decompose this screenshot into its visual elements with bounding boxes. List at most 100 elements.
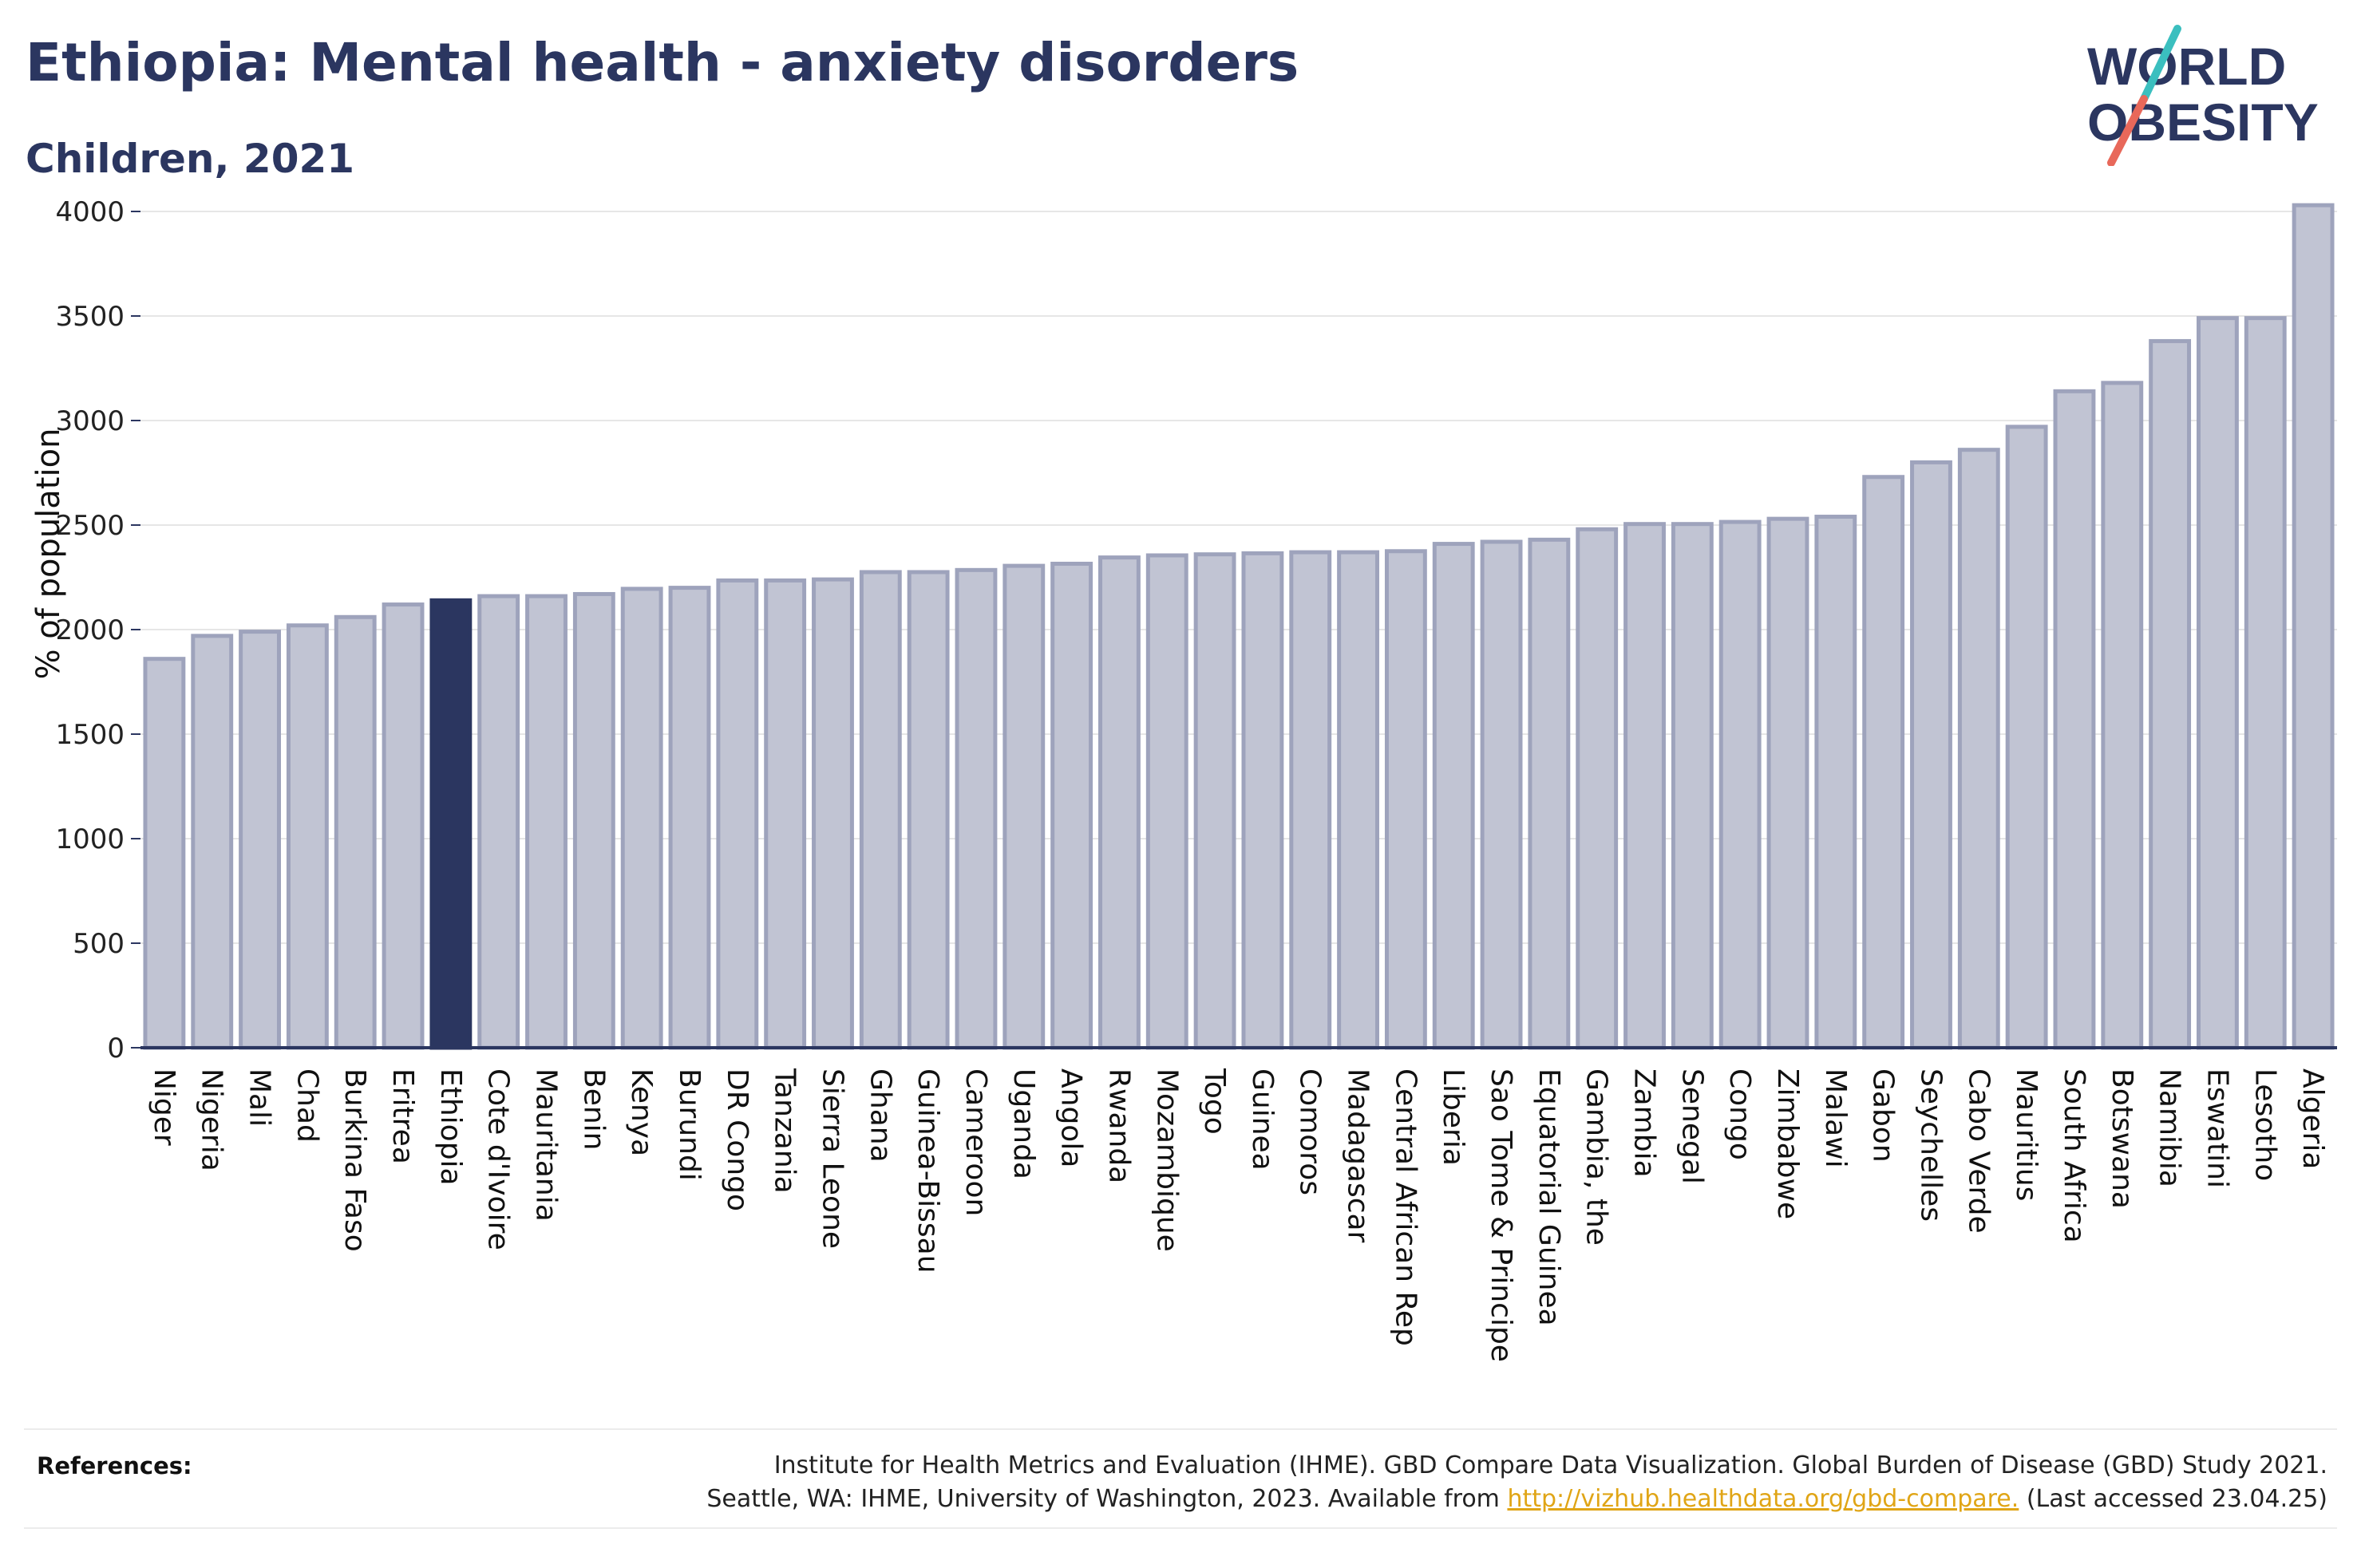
x-tick-label: Equatorial Guinea [1532,1068,1565,1326]
bar [2101,381,2144,1050]
bar [239,630,281,1050]
bar [812,577,854,1050]
bar [1193,552,1236,1050]
y-tick-label: 500 [73,928,125,960]
bar [1289,550,1332,1050]
reference-line-2: Seattle, WA: IHME, University of Washing… [706,1483,2327,1516]
x-tick-label: Togo [1198,1068,1231,1135]
x-tick-label: Algeria [2296,1068,2329,1170]
x-tick-label: Gambia, the [1580,1068,1613,1246]
bar [1623,522,1666,1050]
x-tick-label: Niger [148,1068,180,1146]
x-tick-label: Cameroon [959,1068,992,1216]
bar [620,587,663,1050]
bar [2005,425,2048,1050]
x-tick-label: Tanzania [769,1068,801,1194]
bar [2149,338,2192,1050]
x-tick-label: Eswatini [2201,1068,2233,1188]
bar [907,570,950,1050]
x-tick-label: Burkina Faso [338,1068,371,1252]
bar [1528,537,1571,1050]
reference-line-2-suffix: (Last accessed 23.04.25) [2019,1485,2327,1513]
bar [1003,563,1046,1050]
x-tick-label: Namibia [2153,1068,2186,1187]
bar [1145,553,1188,1050]
logo-slash-bottom [2107,95,2148,166]
x-tick-label: Sierra Leone [816,1068,848,1249]
x-tick-label: Malawi [1819,1068,1852,1168]
y-tick-label: 1000 [55,823,125,855]
x-tick-label: Lesotho [2248,1068,2281,1181]
y-tick-label: 2000 [55,614,125,646]
bar [286,623,329,1050]
bar [191,634,234,1050]
chart-title: Ethiopia: Mental health - anxiety disord… [26,32,1299,93]
reference-line-1: Institute for Health Metrics and Evaluat… [773,1451,2327,1479]
y-tick-label: 1500 [55,719,125,751]
references-panel: References: Institute for Health Metrics… [24,1428,2337,1529]
x-tick-label: DR Congo [721,1068,753,1211]
bar [382,602,425,1050]
x-tick-label: Gabon [1867,1068,1900,1163]
reference-line-2-prefix: Seattle, WA: IHME, University of Washing… [706,1485,1508,1513]
bar [1671,522,1714,1050]
bar [2292,203,2335,1050]
bar [1576,527,1619,1050]
x-tick-label: Burundi [673,1068,706,1181]
bar [764,578,807,1050]
references-label: References: [37,1452,192,1479]
bar [2197,316,2239,1050]
bar [1050,561,1093,1050]
x-tick-label: Central African Rep [1389,1068,1422,1346]
bar [477,594,520,1050]
references-text: Institute for Health Metrics and Evaluat… [706,1449,2327,1516]
bar [2244,316,2287,1050]
y-tick-label: 3000 [55,405,125,437]
bar [1480,539,1523,1050]
y-tick-label: 3500 [55,301,125,333]
chart-subtitle: Children, 2021 [26,136,355,182]
x-tick-label: Madagascar [1342,1068,1374,1243]
bar [955,567,998,1050]
bar [716,578,759,1050]
x-tick-label: Mozambique [1150,1068,1183,1252]
logo-slash-top [2140,25,2181,103]
bar-chart: 0 500 1000 1500 2000 2500 3000 3500 4000 % of pop… [30,196,2337,1362]
x-tick-label: Congo [1723,1068,1756,1160]
x-tick-label: Eritrea [386,1068,419,1164]
x-tick-label: Angola [1055,1068,1088,1167]
x-tick-label: Cabo Verde [1962,1068,1995,1234]
logo-word-world: WORLD [2087,37,2286,96]
y-axis-label: % of population [30,429,67,680]
y-tick-label: 0 [107,1033,125,1064]
x-tick-label: South Africa [2058,1068,2090,1243]
x-tick-label: Benin [577,1068,610,1150]
x-tick-label: Mali [243,1068,276,1127]
y-tick-label: 4000 [55,196,125,228]
x-tick-label: Ghana [864,1068,896,1163]
x-tick-label: Seychelles [1914,1068,1947,1222]
bar [1814,515,1857,1050]
bar [1098,555,1141,1050]
bar [1910,460,1952,1050]
bar [1957,448,2000,1050]
bar [1432,542,1475,1050]
x-tick-label: Botswana [2106,1068,2138,1209]
x-tick-label: Senegal [1675,1068,1708,1184]
bar [143,657,186,1050]
bar [334,614,377,1050]
bar [525,594,568,1050]
reference-link[interactable]: http://vizhub.healthdata.org/gbd-compare… [1507,1485,2019,1513]
x-tick-label: Rwanda [1102,1068,1135,1183]
x-tick-label: Chad [291,1068,323,1143]
bar [1766,516,1809,1050]
y-tick-label: 2500 [55,510,125,542]
bar [572,591,615,1050]
x-tick-label: Liberia [1437,1068,1469,1166]
x-tick-label: Cote d'Ivoire [482,1068,515,1250]
x-tick-label: Comoros [1294,1068,1327,1195]
x-tick-label: Uganda [1007,1068,1040,1179]
bar [668,586,711,1050]
x-tick-label: Nigeria [196,1068,228,1171]
bar [1337,550,1379,1050]
